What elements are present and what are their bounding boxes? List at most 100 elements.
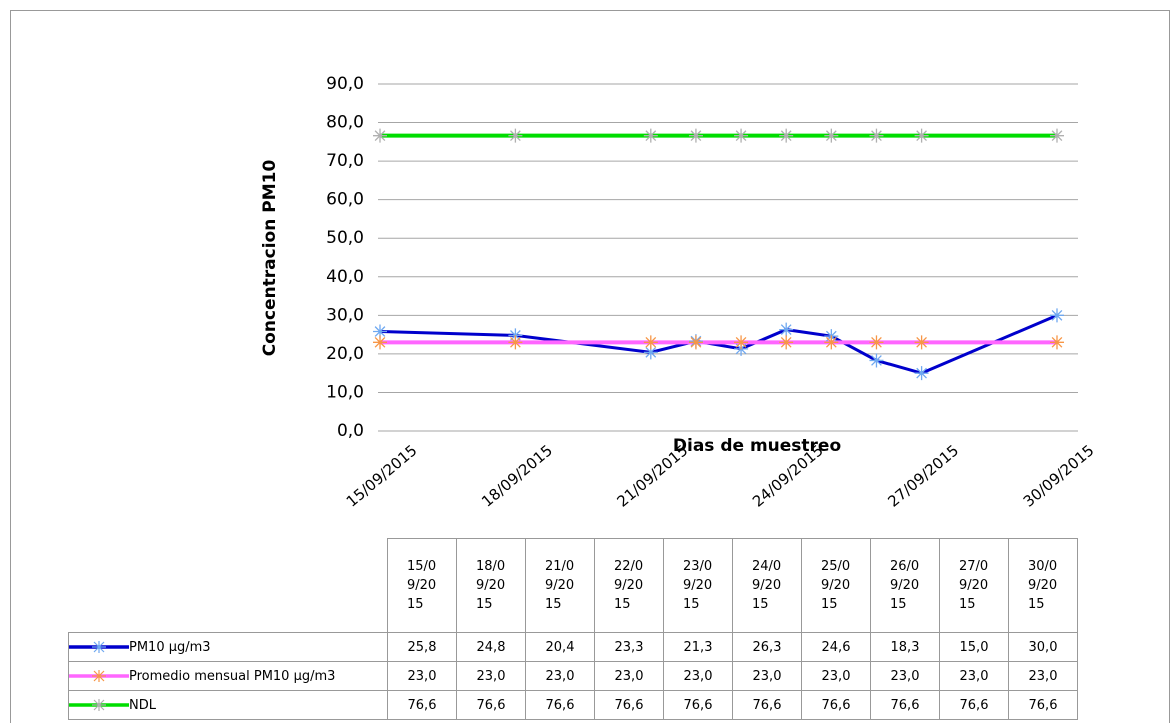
table-header-cell: 26/09/2015 bbox=[870, 538, 940, 633]
marker bbox=[508, 335, 523, 350]
table-header-cell: 15/09/2015 bbox=[387, 538, 457, 633]
y-tick-label: 60,0 bbox=[326, 190, 364, 210]
table-value: 23,0 bbox=[732, 661, 802, 691]
marker bbox=[688, 128, 703, 143]
table-value: 76,6 bbox=[663, 690, 733, 720]
y-tick-label: 50,0 bbox=[326, 228, 364, 248]
table-corner bbox=[69, 539, 388, 633]
table-value: 76,6 bbox=[870, 690, 940, 720]
table-value: 21,3 bbox=[663, 632, 733, 662]
marker bbox=[1050, 128, 1064, 143]
table-value: 15,0 bbox=[939, 632, 1009, 662]
table-header-cell: 21/09/2015 bbox=[525, 538, 595, 633]
marker bbox=[914, 128, 929, 143]
table-value: 23,0 bbox=[1008, 661, 1078, 691]
table-value: 76,6 bbox=[594, 690, 664, 720]
legend-label: Promedio mensual PM10 µg/m3 bbox=[129, 668, 336, 684]
y-tick-label: 20,0 bbox=[326, 344, 364, 364]
table-date: 18/09/2015 bbox=[476, 559, 506, 612]
y-tick-label: 30,0 bbox=[326, 305, 364, 325]
table-value: 26,3 bbox=[732, 632, 802, 662]
marker bbox=[1050, 335, 1064, 350]
marker bbox=[373, 128, 387, 143]
legend-label: PM10 µg/m3 bbox=[129, 639, 211, 655]
y-tick-label: 0,0 bbox=[337, 421, 364, 441]
table-value: 23,3 bbox=[594, 632, 664, 662]
table-row: NDL 76,6 76,6 76,6 76,6 76,6 76,6 76,6 76,6 76,6 7… bbox=[68, 690, 1078, 720]
marker bbox=[824, 335, 839, 350]
legend-entry: Promedio mensual PM10 µg/m3 bbox=[68, 661, 388, 691]
legend-entry: NDL bbox=[68, 690, 388, 720]
table-value: 76,6 bbox=[732, 690, 802, 720]
table-value: 76,6 bbox=[387, 690, 457, 720]
table-row: Promedio mensual PM10 µg/m3 23,0 23,0 23,0 2… bbox=[68, 661, 1078, 691]
x-tick-label: 15/09/2015 bbox=[343, 441, 421, 510]
marker bbox=[914, 366, 929, 381]
table-value: 76,6 bbox=[525, 690, 595, 720]
table-value: 25,8 bbox=[387, 632, 457, 662]
chart-frame bbox=[10, 10, 1170, 723]
table-date: 24/09/2015 bbox=[752, 559, 782, 612]
table-value: 23,0 bbox=[801, 661, 871, 691]
legend-key bbox=[69, 641, 129, 653]
y-tick-label: 40,0 bbox=[326, 267, 364, 287]
table-header-cell: 27/09/2015 bbox=[939, 538, 1009, 633]
legend-label: NDL bbox=[129, 697, 156, 713]
marker bbox=[373, 335, 387, 350]
marker bbox=[779, 128, 794, 143]
x-tick-label: 21/09/2015 bbox=[614, 441, 692, 510]
table-date: 23/09/2015 bbox=[683, 559, 713, 612]
marker bbox=[779, 335, 794, 350]
marker bbox=[734, 128, 749, 143]
table-value: 23,0 bbox=[525, 661, 595, 691]
marker bbox=[734, 335, 749, 350]
table-row: PM10 µg/m3 25,8 24,8 20,4 23,3 21,3 26,3 24,6 18… bbox=[68, 632, 1078, 662]
table-date: 27/09/2015 bbox=[959, 559, 989, 612]
table-date: 25/09/2015 bbox=[821, 559, 851, 612]
table-value: 30,0 bbox=[1008, 632, 1078, 662]
marker bbox=[643, 128, 658, 143]
y-tick-label: 80,0 bbox=[326, 113, 364, 133]
data-table: 15/09/2015 18/09/2015 21/09/2015 22/09/2015… bbox=[68, 538, 1078, 720]
table-date: 22/09/2015 bbox=[614, 559, 644, 612]
marker bbox=[869, 335, 884, 350]
table-date: 21/09/2015 bbox=[545, 559, 575, 612]
legend-key-icon bbox=[69, 699, 129, 711]
y-tick-label: 10,0 bbox=[326, 382, 364, 402]
marker bbox=[373, 324, 387, 339]
legend-key-icon bbox=[69, 670, 129, 682]
table-header-cell: 30/09/2015 bbox=[1008, 538, 1078, 633]
marker bbox=[688, 335, 703, 350]
x-tick-label: 30/09/2015 bbox=[1020, 441, 1098, 510]
table-value: 20,4 bbox=[525, 632, 595, 662]
table-header-cell: 25/09/2015 bbox=[801, 538, 871, 633]
marker bbox=[869, 128, 884, 143]
table-date: 26/09/2015 bbox=[890, 559, 920, 612]
y-tick-label: 90,0 bbox=[326, 74, 364, 94]
table-date: 30/09/2015 bbox=[1028, 559, 1058, 612]
x-tick-label: 27/09/2015 bbox=[884, 441, 962, 510]
marker bbox=[643, 345, 658, 360]
table-value: 23,0 bbox=[939, 661, 1009, 691]
table-header-row: 15/09/2015 18/09/2015 21/09/2015 22/09/2015… bbox=[69, 538, 1078, 633]
table-value: 23,0 bbox=[870, 661, 940, 691]
table-value: 76,6 bbox=[801, 690, 871, 720]
x-axis-title: Dias de muestreo bbox=[673, 436, 841, 456]
legend-key-icon bbox=[69, 641, 129, 653]
table-value: 23,0 bbox=[663, 661, 733, 691]
y-tick-label: 70,0 bbox=[326, 151, 364, 171]
marker bbox=[914, 335, 929, 350]
legend-key bbox=[69, 699, 129, 711]
legend-key bbox=[69, 670, 129, 682]
table-value: 23,0 bbox=[456, 661, 526, 691]
table-header-cell: 24/09/2015 bbox=[732, 538, 802, 633]
table-value: 76,6 bbox=[456, 690, 526, 720]
marker bbox=[779, 322, 794, 337]
marker bbox=[643, 335, 658, 350]
table-header-cell: 22/09/2015 bbox=[594, 538, 664, 633]
table-value: 76,6 bbox=[939, 690, 1009, 720]
table-header-cell: 18/09/2015 bbox=[456, 538, 526, 633]
marker bbox=[824, 128, 839, 143]
y-axis-title: Concentracion PM10 bbox=[260, 160, 280, 357]
